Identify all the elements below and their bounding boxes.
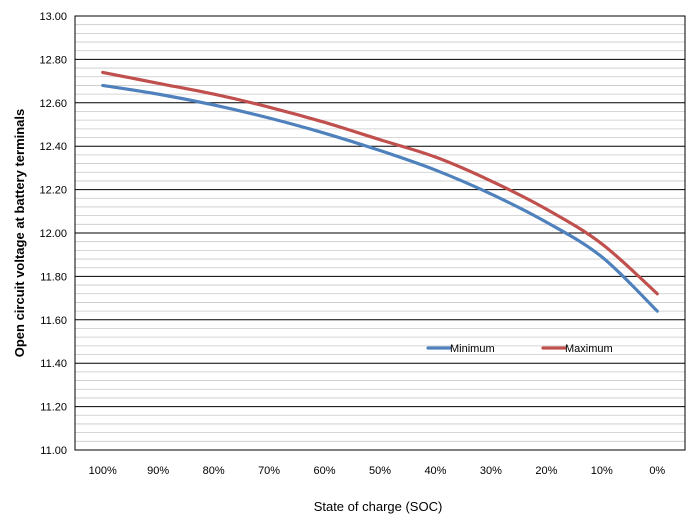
x-tick-label: 100%	[89, 465, 117, 477]
x-tick-label: 90%	[147, 465, 169, 477]
y-tick-label: 11.20	[40, 402, 67, 414]
y-tick-label: 12.40	[39, 141, 67, 153]
x-axis-title: State of charge (SOC)	[314, 499, 443, 514]
y-tick-label: 11.00	[40, 445, 67, 457]
y-axis-title: Open circuit voltage at battery terminal…	[12, 109, 27, 358]
series-line-minimum	[101, 83, 659, 313]
series-lines	[101, 70, 659, 313]
x-axis-tick-labels: 100% 90% 80% 70% 60% 50% 40% 30% 20% 10% 0%	[89, 465, 666, 477]
x-tick-label: 60%	[314, 465, 336, 477]
y-tick-label: 12.60	[39, 98, 67, 110]
x-tick-label: 10%	[591, 465, 613, 477]
x-tick-label: 70%	[258, 465, 280, 477]
y-tick-label: 11.80	[40, 271, 67, 283]
y-axis-tick-labels: 11.00 11.20 11.40 11.60 11.80 12.00 12.20 12.40…	[39, 11, 67, 457]
y-tick-label: 12.00	[39, 228, 67, 240]
legend-label-minimum: Minimum	[450, 343, 495, 355]
series-line-maximum	[101, 70, 659, 296]
y-tick-label: 11.60	[40, 315, 67, 327]
minor-gridlines	[75, 24, 685, 442]
legend: Minimum Maximum	[426, 343, 613, 355]
y-tick-label: 12.80	[39, 54, 67, 66]
x-tick-label: 40%	[424, 465, 446, 477]
y-tick-label: 12.20	[39, 185, 67, 197]
x-tick-label: 50%	[369, 465, 391, 477]
y-tick-label: 11.40	[40, 358, 67, 370]
plot-area-frame	[74, 15, 686, 451]
x-tick-label: 0%	[649, 465, 665, 477]
x-tick-label: 80%	[203, 465, 225, 477]
y-tick-label: 13.00	[39, 11, 67, 23]
x-tick-label: 20%	[535, 465, 557, 477]
legend-label-maximum: Maximum	[565, 343, 613, 355]
x-tick-label: 30%	[480, 465, 502, 477]
